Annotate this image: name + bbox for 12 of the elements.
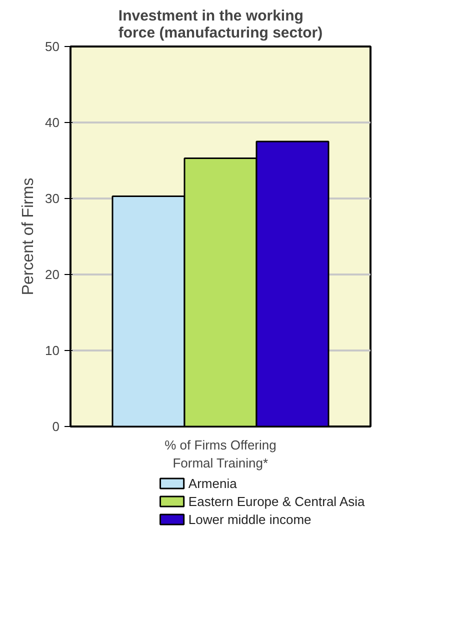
y-tick-label: 30 — [45, 191, 60, 206]
y-tick-label: 0 — [52, 419, 60, 434]
legend-label: Lower middle income — [188, 512, 312, 527]
y-axis-title: Percent of Firms — [20, 178, 38, 296]
y-tick-label: 50 — [45, 39, 60, 54]
y-tick-label: 20 — [45, 267, 60, 282]
legend-label: Armenia — [188, 476, 238, 491]
y-tick-label: 40 — [45, 115, 60, 130]
legend-label: Eastern Europe & Central Asia — [188, 494, 366, 509]
chart-title: Investment in the working force (manufacturing sector) — [118, 8, 323, 42]
y-tick-label: 10 — [45, 343, 60, 358]
x-tick-label: % of Firms Offering Formal Training* — [164, 438, 276, 470]
